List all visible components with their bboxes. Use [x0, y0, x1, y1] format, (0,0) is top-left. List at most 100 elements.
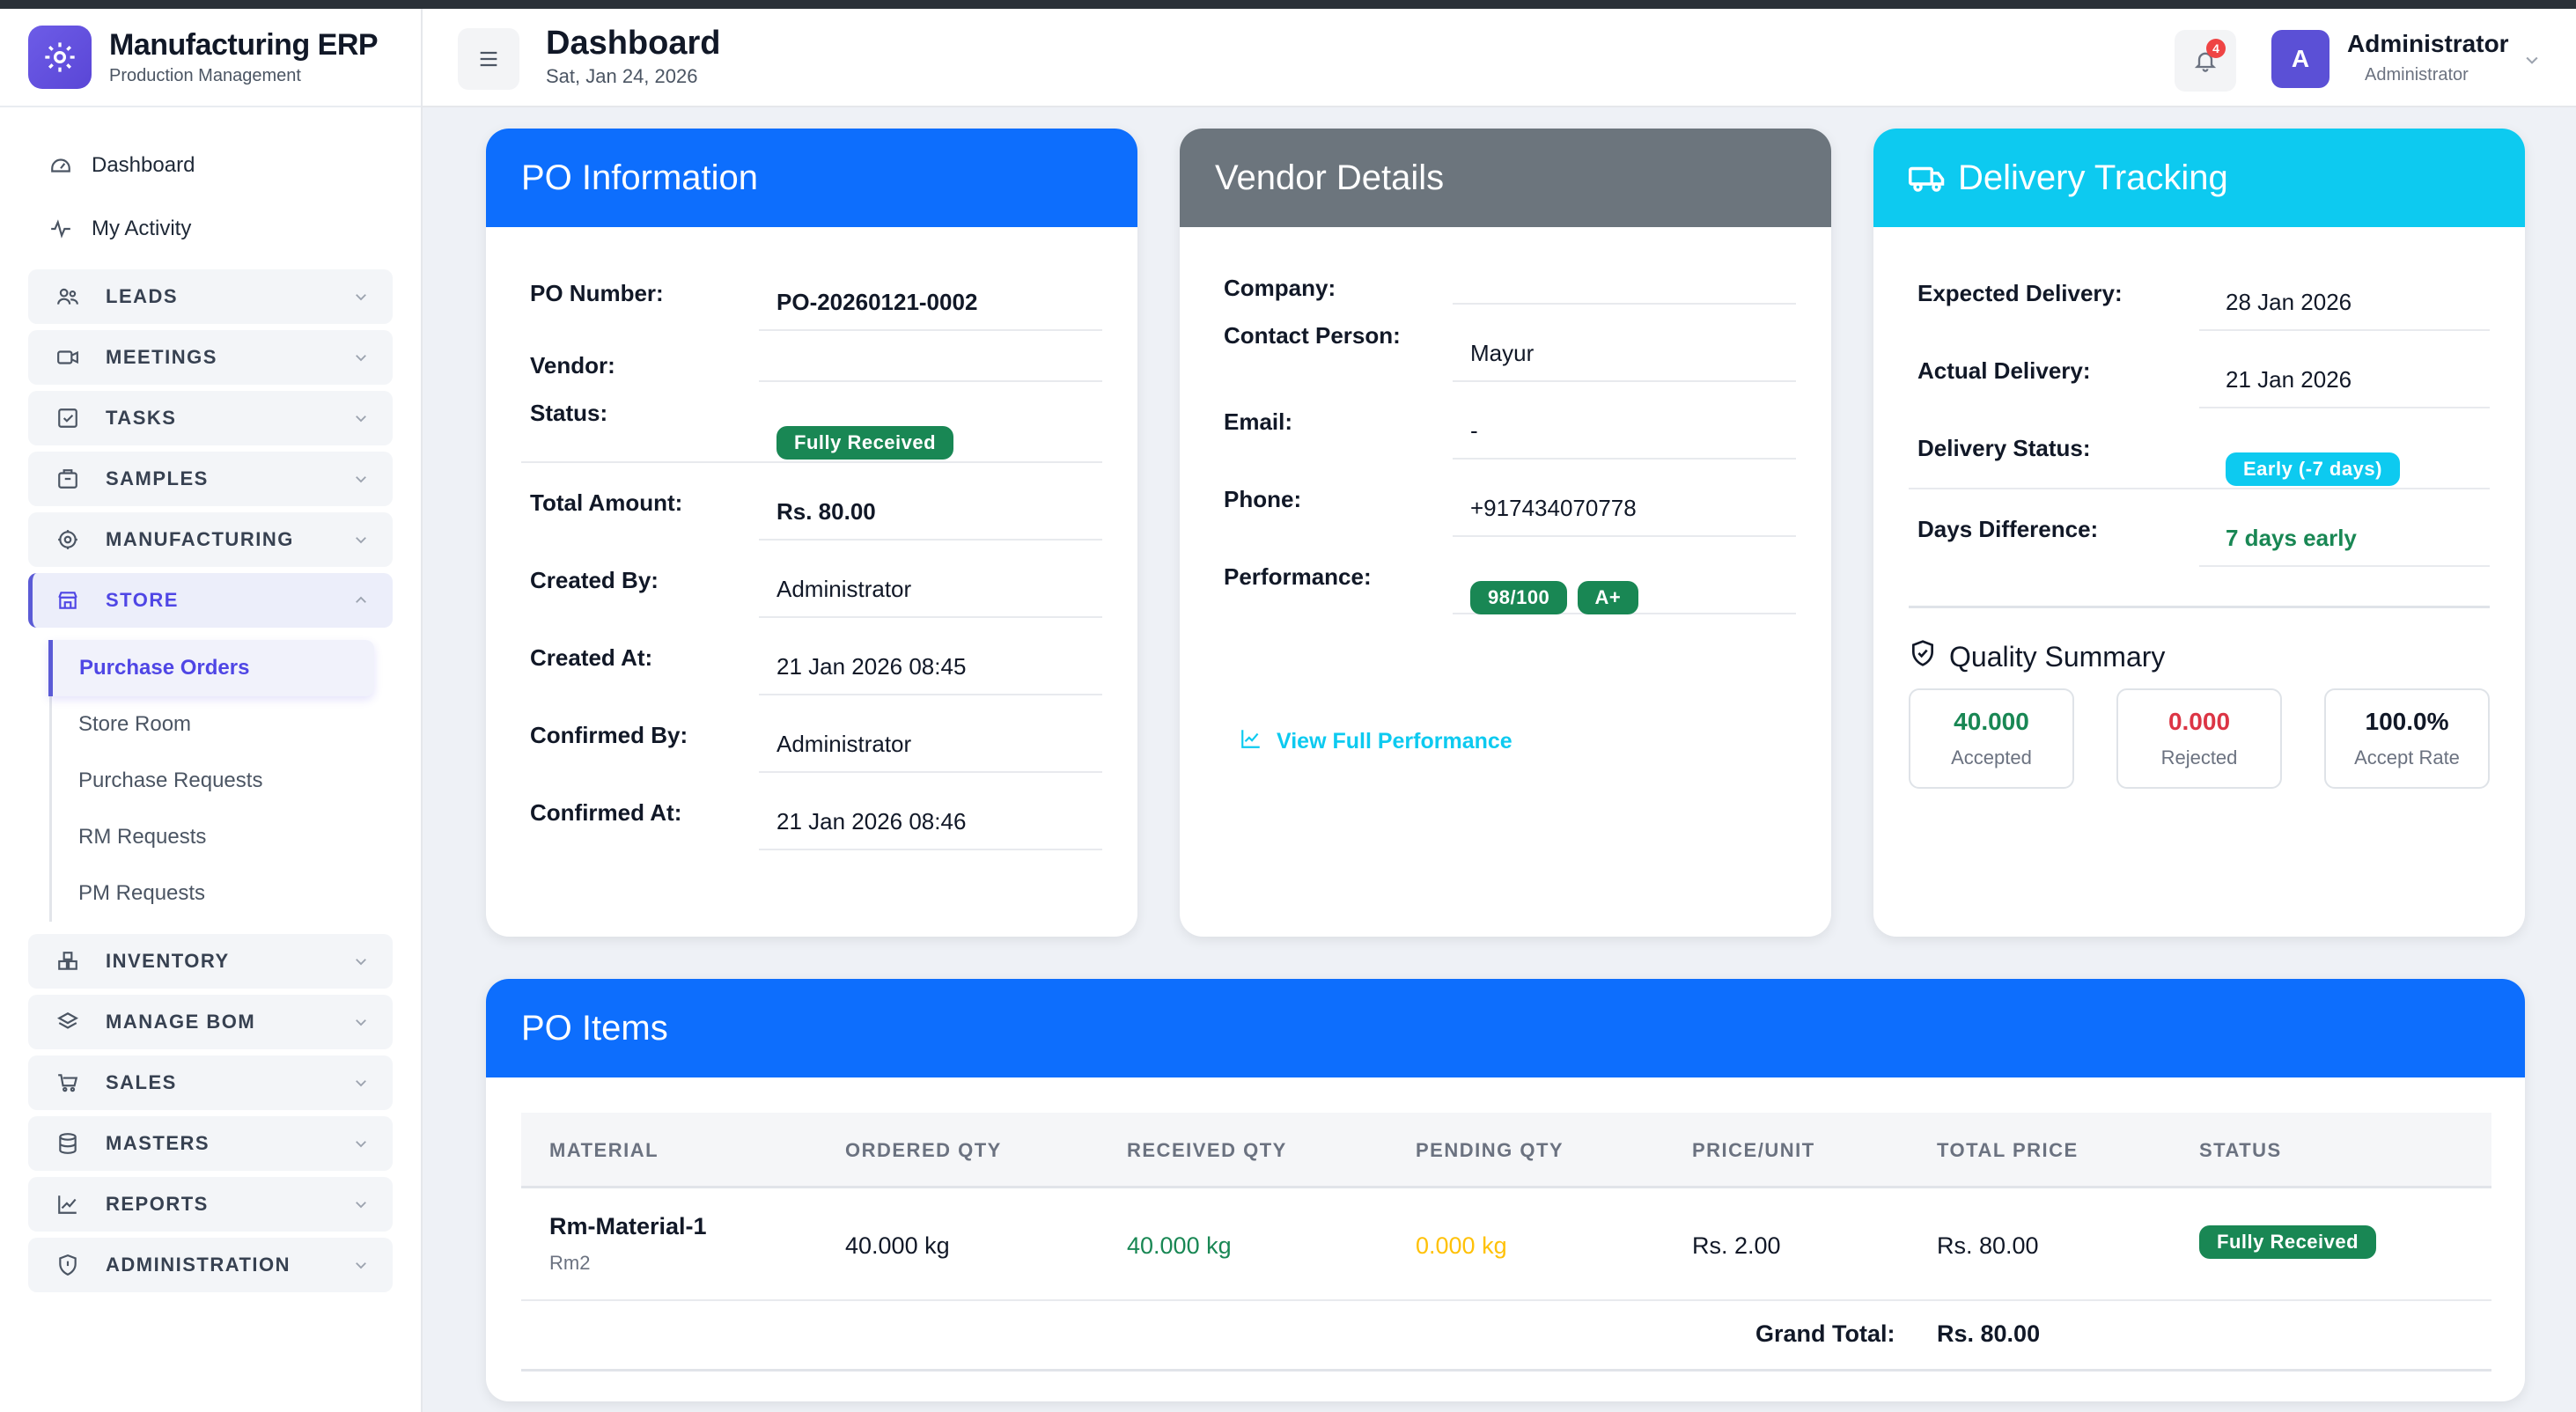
po-information-card: PO Information PO Number: PO-20260121-00…	[486, 129, 1137, 937]
vendor-details-card: Vendor Details Company: Contact Person: …	[1180, 129, 1831, 937]
chevron-up-icon	[350, 590, 372, 611]
field-label: Expected Delivery:	[1909, 261, 2199, 331]
sidebar-group-samples[interactable]: SAMPLES	[28, 452, 393, 506]
accept-rate-value: 100.0%	[2365, 708, 2449, 735]
shield-icon	[55, 1252, 81, 1278]
performance-score-badge: 98/100	[1470, 581, 1568, 614]
chevron-down-icon[interactable]	[2523, 51, 2541, 73]
sidebar-item-my-activity[interactable]: My Activity	[28, 197, 393, 261]
expected-delivery-value: 28 Jan 2026	[2226, 289, 2352, 315]
company-row: Company:	[1215, 254, 1796, 305]
expected-delivery-row: Expected Delivery: 28 Jan 2026	[1909, 254, 2490, 331]
card-title: Delivery Tracking	[1958, 158, 2228, 197]
quality-summary-title: Quality Summary	[1909, 639, 2165, 674]
sidebar-group-manage-bom[interactable]: MANAGE BOM	[28, 995, 393, 1049]
field-label: Days Difference:	[1909, 496, 2199, 567]
status-badge: Fully Received	[776, 426, 954, 460]
sidebar-group-tasks[interactable]: TASKS	[28, 391, 393, 445]
delivery-tracking-card: Delivery Tracking Expected Delivery: 28 …	[1873, 129, 2525, 937]
quality-accept-rate-box: 100.0% Accept Rate	[2324, 688, 2490, 789]
notifications-button[interactable]: 4	[2175, 30, 2236, 92]
sidebar-group-label: TASKS	[106, 407, 177, 429]
user-name[interactable]: Administrator	[2347, 30, 2509, 57]
sidebar-group-meetings[interactable]: MEETINGS	[28, 330, 393, 385]
check-square-icon	[55, 405, 81, 431]
sidebar-group-label: MEETINGS	[106, 346, 217, 368]
chevron-down-icon	[350, 951, 372, 972]
accept-rate-label: Accept Rate	[2354, 746, 2460, 769]
field-label: Contact Person:	[1215, 312, 1453, 382]
sidebar-item-rm-requests[interactable]: RM Requests	[78, 825, 207, 849]
hamburger-icon	[480, 51, 497, 67]
chevron-down-icon	[350, 408, 372, 429]
actual-delivery-row: Actual Delivery: 21 Jan 2026	[1909, 331, 2490, 408]
confirmed-at-row: Confirmed At: 21 Jan 2026 08:46	[521, 773, 1102, 850]
total-amount-row: Total Amount: Rs. 80.00	[521, 463, 1102, 541]
card-header: Delivery Tracking	[1873, 129, 2525, 227]
cart-icon	[55, 1070, 81, 1096]
view-full-performance-link[interactable]: View Full Performance	[1240, 727, 1512, 756]
vendor-row: Vendor:	[521, 331, 1102, 382]
sidebar-group-label: SALES	[106, 1071, 177, 1093]
box-icon	[55, 466, 81, 492]
email-row: Email: -	[1215, 382, 1796, 460]
sidebar-group-leads[interactable]: LEADS	[28, 269, 393, 324]
column-header: RECEIVED QTY	[1127, 1139, 1287, 1161]
grand-total-label: Grand Total:	[1755, 1320, 1895, 1347]
items-table-header: MATERIAL ORDERED QTY RECEIVED QTY PENDIN…	[521, 1113, 2491, 1188]
sidebar-group-label: MANUFACTURING	[106, 528, 294, 550]
user-role: Administrator	[2365, 65, 2469, 85]
status-row: Status: Fully Received	[521, 382, 1102, 463]
menu-toggle-button[interactable]	[458, 28, 519, 90]
field-label: Confirmed At:	[521, 780, 759, 850]
total-price: Rs. 80.00	[1937, 1232, 2039, 1259]
column-header: PRICE/UNIT	[1692, 1139, 1815, 1161]
sidebar-group-label: MASTERS	[106, 1132, 210, 1154]
database-icon	[55, 1130, 81, 1157]
total-amount-value: Rs. 80.00	[776, 498, 876, 525]
created-by-row: Created By: Administrator	[521, 541, 1102, 618]
po-number-row: PO Number: PO-20260121-0002	[521, 254, 1102, 331]
sidebar-item-store-room[interactable]: Store Room	[78, 712, 192, 736]
performance-grade-badge: A+	[1577, 581, 1639, 614]
field-label: Confirmed By:	[521, 702, 759, 773]
sidebar-group-label: MANAGE BOM	[106, 1011, 256, 1033]
sidebar-item-purchase-orders[interactable]: Purchase Orders	[48, 640, 374, 696]
sidebar: Manufacturing ERP Production Management …	[0, 9, 423, 1412]
card-title: Vendor Details	[1180, 129, 1831, 227]
sidebar-group-label: LEADS	[106, 285, 179, 307]
sidebar-group-manufacturing[interactable]: MANUFACTURING	[28, 512, 393, 567]
chevron-down-icon	[350, 1133, 372, 1154]
sidebar-group-reports[interactable]: REPORTS	[28, 1177, 393, 1232]
sidebar-group-store[interactable]: STORE	[28, 573, 393, 628]
field-label: Vendor:	[521, 338, 759, 382]
field-label: Email:	[1215, 389, 1453, 460]
status-badge: Fully Received	[2199, 1225, 2377, 1259]
sidebar-item-pm-requests[interactable]: PM Requests	[78, 881, 206, 905]
sidebar-group-label: REPORTS	[106, 1193, 209, 1215]
field-label: Performance:	[1215, 544, 1453, 614]
table-row: Rm-Material-1 Rm2 40.000 kg 40.000 kg 0.…	[521, 1188, 2491, 1301]
accepted-label: Accepted	[1951, 746, 2032, 769]
created-at-value: 21 Jan 2026 08:45	[776, 653, 967, 680]
sidebar-item-purchase-requests[interactable]: Purchase Requests	[78, 769, 263, 792]
sidebar-group-sales[interactable]: SALES	[28, 1055, 393, 1110]
avatar[interactable]: A	[2271, 30, 2329, 88]
sidebar-item-dashboard[interactable]: Dashboard	[28, 134, 393, 197]
brand[interactable]: Manufacturing ERP Production Management	[0, 9, 421, 107]
sidebar-group-masters[interactable]: MASTERS	[28, 1116, 393, 1171]
sidebar-group-label: SAMPLES	[106, 467, 209, 489]
chevron-down-icon	[350, 1254, 372, 1276]
sidebar-group-administration[interactable]: ADMINISTRATION	[28, 1238, 393, 1292]
divider	[1909, 606, 2490, 608]
column-header: MATERIAL	[549, 1139, 659, 1161]
sidebar-group-label: ADMINISTRATION	[106, 1254, 291, 1276]
top-header: Dashboard Sat, Jan 24, 2026 4 A Administ…	[423, 9, 2576, 107]
sidebar-group-inventory[interactable]: INVENTORY	[28, 934, 393, 989]
material-name: Rm-Material-1	[549, 1213, 707, 1239]
boxes-icon	[55, 948, 81, 974]
ordered-qty: 40.000 kg	[845, 1232, 950, 1259]
video-icon	[55, 344, 81, 371]
chart-icon	[55, 1191, 81, 1217]
delivery-status-badge: Early (-7 days)	[2226, 452, 2400, 486]
